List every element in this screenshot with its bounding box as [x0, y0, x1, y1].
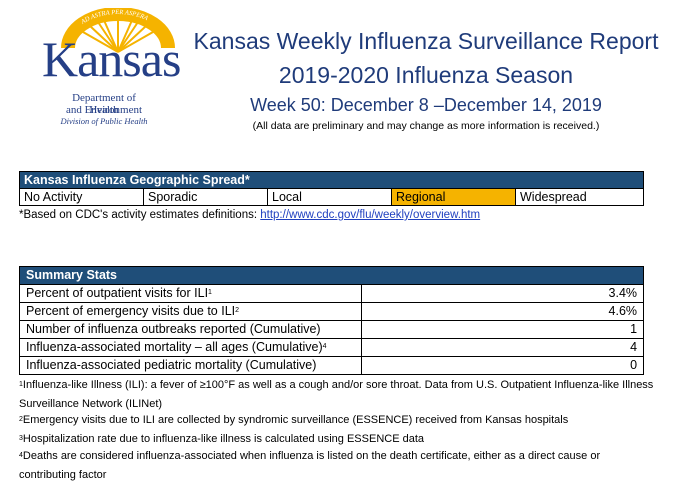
geo-level-no-activity: No Activity — [19, 188, 144, 206]
logo-dept-line2: and Environment — [65, 104, 143, 116]
footnote-3: 3Hospitalization rate due to influenza-l… — [19, 433, 425, 445]
stat-value: 1 — [360, 320, 645, 339]
geo-spread-header: Kansas Influenza Geographic Spread* — [18, 171, 645, 189]
table-row: Influenza-associated mortality – all age… — [19, 338, 645, 357]
disclaimer: (All data are preliminary and may change… — [252, 120, 600, 132]
season-title: 2019-2020 Influenza Season — [278, 62, 574, 88]
stat-value: 0 — [360, 356, 645, 375]
summary-header: Summary Stats — [18, 266, 645, 285]
table-row: Influenza-associated pediatric mortality… — [19, 356, 645, 375]
footnote-2: 2Emergency visits due to ILI are collect… — [19, 414, 569, 426]
geographic-spread-table: Kansas Influenza Geographic Spread* No A… — [18, 171, 645, 206]
geo-level-regional: Regional — [391, 188, 516, 206]
stat-value: 3.4% — [360, 284, 645, 303]
stat-value: 4 — [360, 338, 645, 357]
logo-dept-line1: Department of Health — [72, 92, 136, 117]
geo-note: *Based on CDC's activity estimates defin… — [19, 209, 480, 221]
geo-level-local: Local — [267, 188, 392, 206]
table-row: Percent of emergency visits due to ILI2 … — [19, 302, 645, 321]
stat-label: Percent of emergency visits due to ILI2 — [19, 302, 362, 321]
report-title: Kansas Weekly Influenza Surveillance Rep… — [193, 28, 659, 54]
footnote-4: 4Deaths are considered influenza-associa… — [19, 450, 601, 481]
logo-wordmark: Kansas — [42, 31, 181, 87]
geo-note-prefix: *Based on CDC's activity estimates defin… — [19, 209, 261, 221]
stat-label: Percent of outpatient visits for ILI1 — [19, 284, 362, 303]
table-row: Percent of outpatient visits for ILI1 3.… — [19, 284, 645, 303]
logo-division: Division of Public Health — [60, 116, 148, 126]
kdhe-logo: AD ASTRA PER ASPERA Kansas Department of… — [28, 8, 181, 126]
summary-stats-table: Summary Stats Percent of outpatient visi… — [18, 266, 645, 375]
cdc-overview-link[interactable]: http://www.cdc.gov/flu/weekly/overview.h… — [260, 209, 481, 221]
stat-label: Influenza-associated mortality – all age… — [19, 338, 362, 357]
geo-level-sporadic: Sporadic — [143, 188, 268, 206]
geo-level-widespread: Widespread — [514, 188, 645, 206]
sunflower-arc-icon: AD ASTRA PER ASPERA — [61, 8, 175, 53]
stat-label: Number of influenza outbreaks reported (… — [19, 320, 362, 339]
week-range: Week 50: December 8 –December 14, 2019 — [250, 95, 602, 115]
stat-value: 4.6% — [360, 302, 645, 321]
stat-label: Influenza-associated pediatric mortality… — [19, 356, 362, 375]
footnote-1: 1Influenza-like Illness (ILI): a fever o… — [19, 379, 654, 410]
table-row: Number of influenza outbreaks reported (… — [19, 320, 645, 339]
